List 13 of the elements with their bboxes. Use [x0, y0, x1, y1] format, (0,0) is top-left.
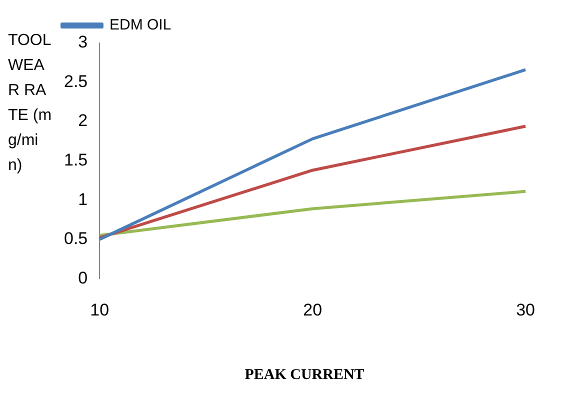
y-tick-label: 3	[78, 32, 88, 52]
x-tick-label: 10	[90, 300, 110, 320]
x-axis-title: PEAK CURRENT	[244, 367, 366, 384]
legend-label: EDM OIL	[110, 16, 172, 34]
y-axis-title: TOOL WEAR RATE (mg/min)	[8, 31, 52, 176]
y-tick-label: 1	[78, 190, 88, 209]
y-tick-label: 1.5	[64, 150, 88, 170]
y-tick-label: 0.5	[64, 229, 88, 248]
x-tick-label: 30	[516, 300, 536, 320]
x-tick-label: 20	[303, 300, 322, 320]
y-tick-label: 0	[78, 268, 88, 288]
y-tick-label: 2.5	[64, 72, 88, 91]
y-tick-label: 2	[78, 111, 88, 130]
